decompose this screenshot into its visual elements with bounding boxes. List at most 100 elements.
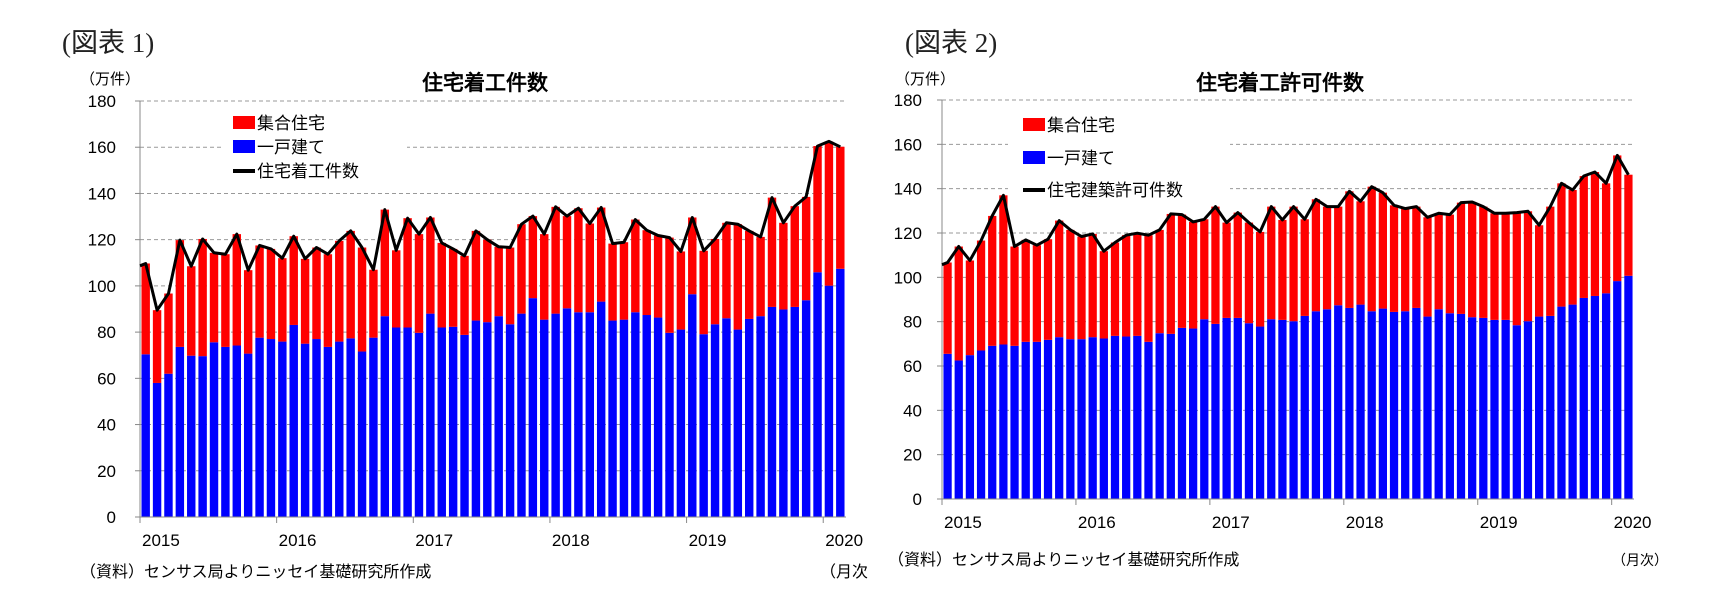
bar-multi-family (665, 237, 674, 333)
x-tick-label: 2019 (689, 531, 727, 550)
bar-single-family (540, 319, 549, 517)
chart-1-unit: （万件） (80, 71, 140, 88)
bar-multi-family (1579, 176, 1588, 298)
bar-single-family (1043, 339, 1053, 499)
bar-single-family (437, 327, 446, 517)
bar-single-family (1590, 295, 1600, 499)
bar-single-family (448, 326, 458, 517)
bar-multi-family (619, 242, 629, 320)
bar-single-family (631, 312, 640, 517)
chart-1-frequency: （月次 (820, 563, 868, 581)
x-tick-label: 2020 (825, 531, 863, 550)
y-tick-label: 40 (97, 416, 116, 435)
bar-single-family (1501, 319, 1510, 499)
bar-multi-family (312, 247, 321, 340)
chart-1-housing-starts: 0 20 40 60 80 100 120 140 160 180 2015 2016 2017 2018… (88, 92, 863, 550)
bar-multi-family (289, 236, 298, 325)
bar-multi-family (1188, 221, 1198, 329)
legend-swatch-single-family (1023, 151, 1045, 164)
bar-multi-family (1133, 233, 1142, 336)
bar-multi-family (1222, 222, 1231, 318)
bar-multi-family (562, 216, 572, 309)
bar-single-family (369, 337, 378, 517)
bar-single-family (1523, 321, 1533, 499)
bar-single-family (1010, 345, 1019, 499)
bar-single-family (1244, 323, 1254, 499)
bar-single-family (1088, 337, 1097, 499)
bar-single-family (335, 341, 344, 517)
bar-multi-family (175, 240, 185, 347)
chart-1-title: 住宅着工件数 (422, 71, 549, 95)
bar-single-family (323, 346, 333, 517)
legend-label-total: 住宅建築許可件数 (1047, 181, 1183, 200)
bar-single-family (665, 332, 674, 517)
bar-single-family (1021, 341, 1030, 499)
bar-single-family (1613, 281, 1622, 499)
bar-single-family (699, 334, 708, 517)
bar-multi-family (1322, 206, 1332, 310)
bar-single-family (1624, 275, 1633, 499)
bar-single-family (965, 355, 975, 499)
bar-multi-family (494, 246, 503, 317)
bar-single-family (1401, 311, 1410, 499)
bar-single-family (1557, 306, 1566, 499)
bar-multi-family (733, 224, 743, 330)
bar-multi-family (1523, 211, 1533, 322)
x-tick-label: 2015 (944, 513, 982, 532)
bar-multi-family (1389, 205, 1399, 312)
bar-multi-family (1278, 219, 1287, 320)
x-tick-label: 2017 (1212, 513, 1250, 532)
bar-multi-family (232, 234, 242, 346)
bar-multi-family (471, 230, 481, 321)
bar-multi-family (642, 230, 651, 316)
bar-multi-family (300, 258, 310, 344)
bar-multi-family (688, 217, 697, 295)
bar-single-family (300, 343, 310, 517)
y-tick-label: 0 (107, 508, 116, 527)
legend-label-single-family: 一戸建て (1047, 149, 1115, 168)
bar-multi-family (1099, 251, 1108, 339)
bar-multi-family (1601, 183, 1611, 294)
bar-single-family (1534, 316, 1544, 499)
bar-single-family (312, 339, 321, 517)
bar-multi-family (1255, 231, 1265, 327)
bar-single-family (1300, 315, 1309, 499)
bar-single-family (517, 313, 526, 517)
bar-single-family (221, 346, 230, 517)
bar-multi-family (1501, 213, 1510, 320)
bar-single-family (1490, 319, 1499, 499)
bar-multi-family (1200, 219, 1209, 320)
bar-multi-family (323, 254, 333, 347)
bar-single-family (988, 345, 997, 499)
bar-multi-family (631, 219, 640, 313)
y-tick-label: 60 (97, 369, 116, 388)
bar-single-family (357, 351, 367, 517)
bar-multi-family (1233, 212, 1242, 318)
bar-single-family (619, 319, 629, 517)
x-tick-label: 2018 (552, 531, 590, 550)
bar-multi-family (767, 197, 777, 307)
bar-single-family (824, 285, 834, 517)
bar-multi-family (414, 234, 424, 333)
bar-single-family (403, 327, 412, 517)
x-tick-label: 2015 (142, 531, 180, 550)
bar-single-family (1133, 335, 1142, 499)
bar-multi-family (1534, 225, 1544, 317)
bar-multi-family (722, 222, 731, 319)
bar-multi-family (221, 254, 230, 347)
bar-single-family (1412, 307, 1421, 499)
bar-single-family (744, 318, 754, 517)
bar-multi-family (460, 255, 469, 335)
y-tick-label: 40 (903, 401, 922, 420)
bar-single-family (1322, 309, 1332, 499)
bar-single-family (426, 313, 435, 517)
bar-multi-family (1445, 214, 1454, 314)
bar-multi-family (1590, 172, 1600, 296)
bar-single-family (1222, 317, 1231, 499)
chart-2-title: 住宅着工許可件数 (1196, 71, 1365, 95)
x-tick-label: 2016 (279, 531, 317, 550)
x-tick-label: 2017 (415, 531, 453, 550)
bar-single-family (346, 338, 355, 517)
